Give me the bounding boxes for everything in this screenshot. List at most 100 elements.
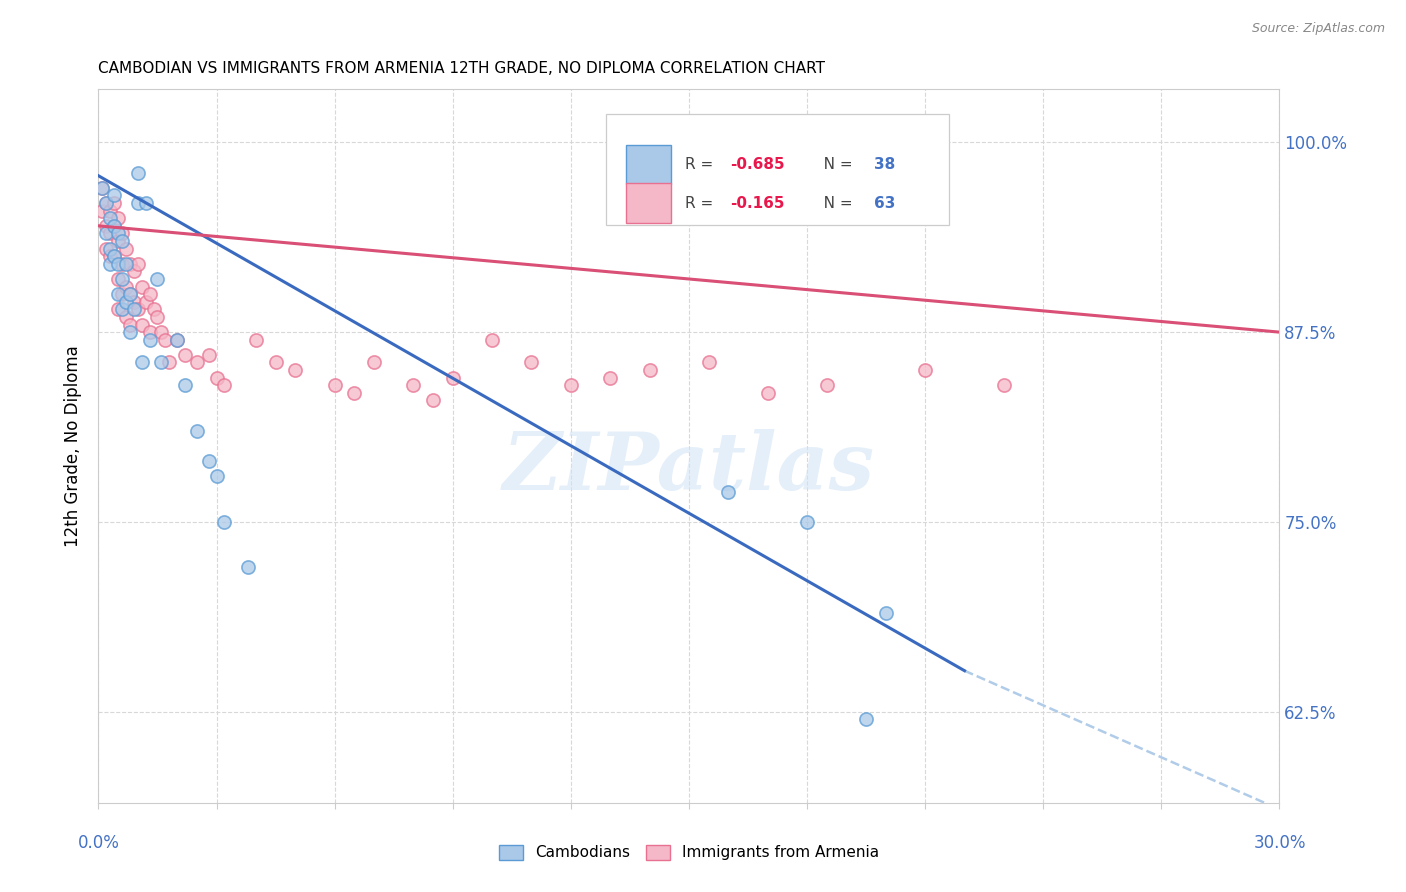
Point [107, 227, 129, 241]
Point [756, 385, 779, 400]
Point [166, 333, 188, 347]
Point [107, 272, 129, 286]
Point [98, 242, 121, 256]
Point [127, 302, 149, 317]
Point [323, 378, 346, 392]
FancyBboxPatch shape [626, 145, 671, 184]
Point [638, 363, 661, 377]
Point [214, 378, 236, 392]
Point [205, 469, 228, 483]
Text: 30.0%: 30.0% [1253, 834, 1306, 852]
Point [96, 242, 118, 256]
Point [146, 310, 169, 324]
Point [855, 712, 877, 726]
Point [98, 257, 121, 271]
Point [111, 287, 134, 301]
Point [157, 355, 180, 369]
Point [138, 333, 160, 347]
Point [118, 325, 141, 339]
Point [150, 355, 173, 369]
Point [118, 257, 141, 271]
Point [197, 454, 219, 468]
Point [91, 181, 114, 195]
Point [115, 279, 138, 293]
Text: R =: R = [685, 195, 718, 211]
Point [96, 219, 118, 233]
Point [111, 302, 134, 317]
Point [875, 606, 897, 620]
Point [402, 378, 425, 392]
Point [796, 515, 818, 529]
Point [150, 325, 173, 339]
Point [174, 378, 197, 392]
Point [107, 302, 129, 317]
Point [186, 424, 208, 438]
Point [138, 325, 160, 339]
Point [111, 234, 134, 248]
Point [127, 166, 149, 180]
FancyBboxPatch shape [626, 184, 671, 223]
Point [111, 227, 134, 241]
Point [422, 393, 444, 408]
Point [815, 378, 838, 392]
Text: R =: R = [685, 157, 718, 172]
FancyBboxPatch shape [606, 114, 949, 225]
Text: ZIPatlas: ZIPatlas [503, 429, 875, 506]
Point [142, 302, 165, 317]
Point [131, 318, 153, 332]
Point [122, 264, 145, 278]
Point [127, 196, 149, 211]
Point [98, 249, 121, 263]
Point [520, 355, 543, 369]
Point [103, 249, 125, 263]
Point [98, 203, 121, 218]
Point [131, 279, 153, 293]
Point [98, 211, 121, 226]
Point [166, 333, 188, 347]
Point [103, 219, 125, 233]
Point [245, 333, 267, 347]
Point [122, 294, 145, 309]
Point [96, 196, 118, 211]
Point [264, 355, 287, 369]
Y-axis label: 12th Grade, No Diploma: 12th Grade, No Diploma [65, 345, 83, 547]
Point [91, 181, 114, 195]
Point [197, 348, 219, 362]
Point [103, 196, 125, 211]
Point [284, 363, 307, 377]
Point [560, 378, 582, 392]
Point [115, 310, 138, 324]
Point [122, 302, 145, 317]
Point [174, 348, 197, 362]
Point [107, 257, 129, 271]
Text: N =: N = [810, 195, 858, 211]
Point [717, 484, 740, 499]
Point [118, 287, 141, 301]
Legend: Cambodians, Immigrants from Armenia: Cambodians, Immigrants from Armenia [492, 838, 886, 866]
Point [96, 227, 118, 241]
Point [205, 370, 228, 384]
Point [107, 287, 129, 301]
Point [697, 355, 720, 369]
Point [98, 227, 121, 241]
Point [115, 294, 138, 309]
Text: 0.0%: 0.0% [77, 834, 120, 852]
Text: -0.165: -0.165 [730, 195, 785, 211]
Point [363, 355, 385, 369]
Point [115, 242, 138, 256]
Text: N =: N = [810, 157, 858, 172]
Text: -0.685: -0.685 [730, 157, 785, 172]
Point [214, 515, 236, 529]
Point [599, 370, 621, 384]
Text: Source: ZipAtlas.com: Source: ZipAtlas.com [1251, 22, 1385, 36]
Point [96, 196, 118, 211]
Point [993, 378, 1015, 392]
Point [441, 370, 464, 384]
Point [343, 385, 366, 400]
Point [103, 219, 125, 233]
Point [155, 333, 177, 347]
Point [107, 234, 129, 248]
Point [91, 203, 114, 218]
Point [103, 188, 125, 202]
Point [107, 211, 129, 226]
